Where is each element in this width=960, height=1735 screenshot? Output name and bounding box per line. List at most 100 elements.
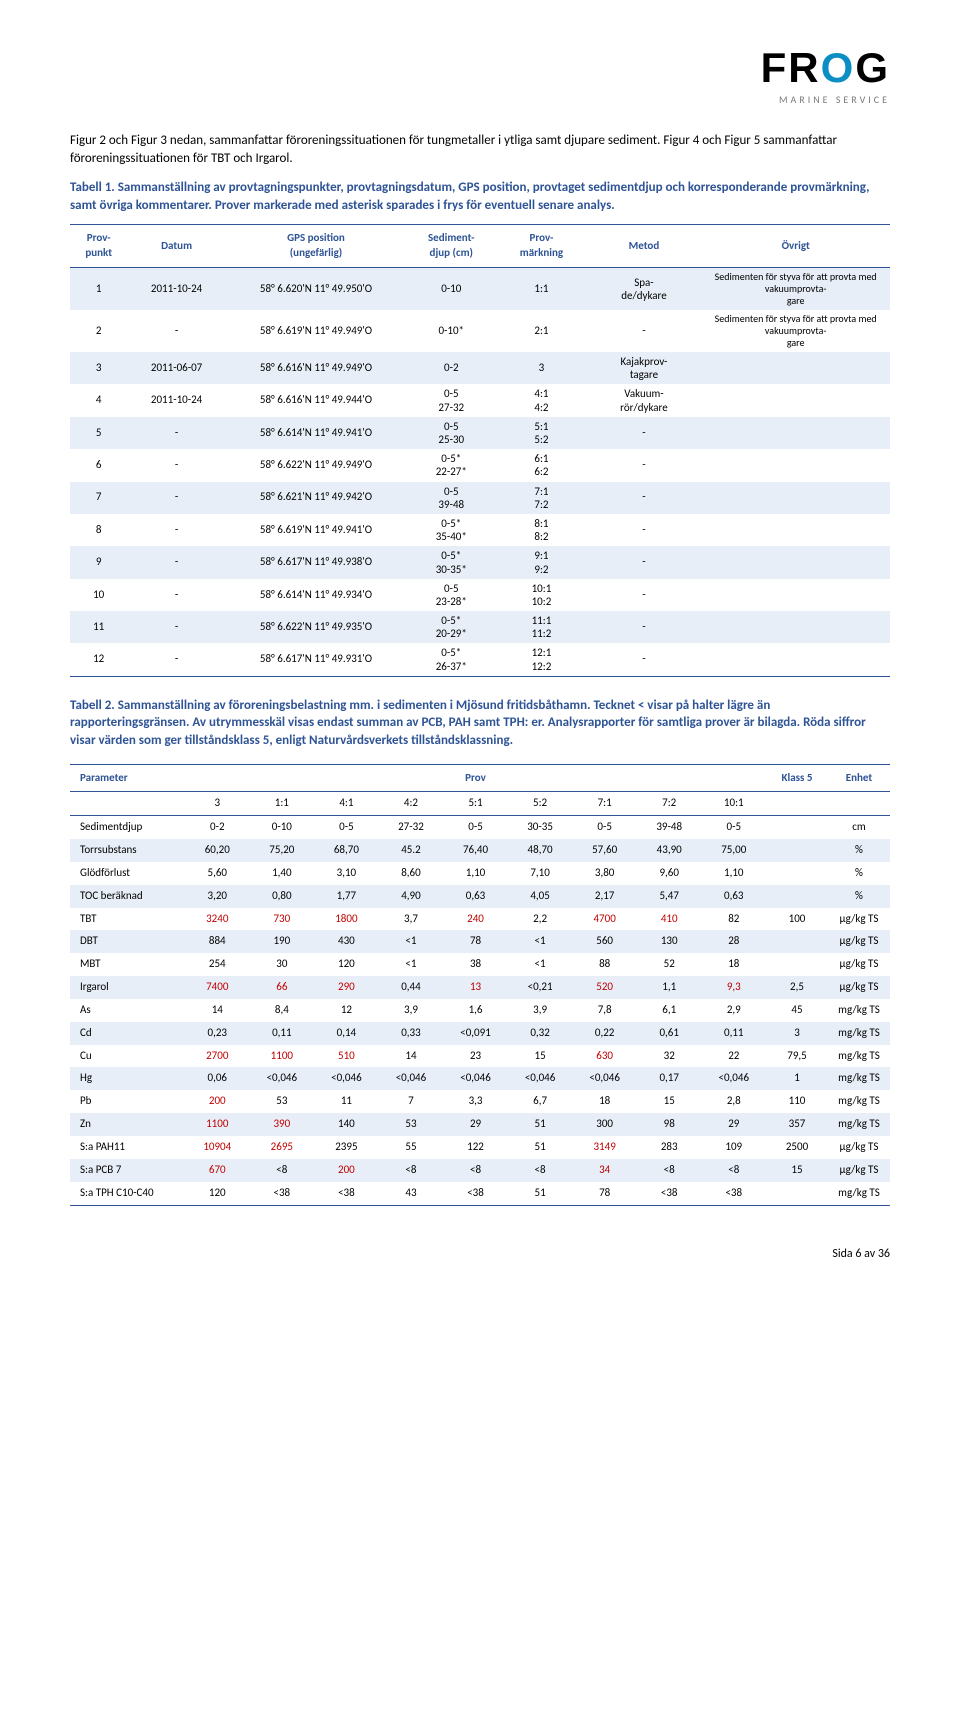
table2-cell: 3,80 [572,862,637,885]
table2-row: Irgarol7400662900,4413<0,215201,19,32,5µ… [70,976,890,999]
table2-cell: 28 [701,930,766,953]
table1-row: 12-58° 6.617'N 11° 49.931'O0-5*26-37*12:… [70,643,890,676]
table2-caption: Tabell 2. Sammanställning av förorenings… [70,697,890,750]
table2-cell: 78 [572,1182,637,1205]
table1-cell: 2:1 [496,310,586,352]
table2-row-label: S:a TPH C10-C40 [70,1182,185,1205]
table2-cell: <8 [250,1159,315,1182]
table1-cell: 0-5*22-27* [406,449,496,481]
table1-cell: 9:19:2 [496,546,586,578]
table2-klass5-cell: 79,5 [766,1045,828,1068]
table1-col-2: GPS position(ungefärlig) [226,225,406,268]
table2-enhet-cell: cm [828,816,890,839]
table2-cell: 55 [379,1136,444,1159]
table2-klass5-cell [766,953,828,976]
table1-cell: - [587,449,702,481]
table2-cell: 75,20 [250,839,315,862]
table2-cell: <0,046 [572,1067,637,1090]
table2-subheader-row: 31:14:14:25:15:27:17:210:1 [70,792,890,816]
table1-cell [701,482,890,514]
table2-row: Cu27001100510142315630322279,5mg/kg TS [70,1045,890,1068]
table2-row: As148,4123,91,63,97,86,12,945mg/kg TS [70,999,890,1022]
table2-cell: 0,06 [185,1067,250,1090]
table2-cell: 130 [637,930,702,953]
table1-cell: 3 [496,352,586,384]
table2-cell: <8 [379,1159,444,1182]
table1-cell: Spa-de/dykare [587,268,702,311]
table2-cell: 630 [572,1045,637,1068]
table2-cell: 78 [443,930,508,953]
table2-row: DBT884190430<178<156013028µg/kg TS [70,930,890,953]
table2-cell: 1,40 [250,862,315,885]
table2-enhet-cell: µg/kg TS [828,953,890,976]
table2-cell: <0,046 [443,1067,508,1090]
table2-cell: 38 [443,953,508,976]
table2-cell: 4,05 [508,885,573,908]
table2-cell: 39-48 [637,816,702,839]
table1-row: 8-58° 6.619'N 11° 49.941'O0-5*35-40*8:18… [70,514,890,546]
table2-cell: 0,11 [701,1022,766,1045]
table1-cell: 6 [70,449,127,481]
table2-cell: 14 [379,1045,444,1068]
table1-cell: 8 [70,514,127,546]
table1-cell [701,643,890,676]
table2-row-label: S:a PCB 7 [70,1159,185,1182]
table2-cell: 0-5 [572,816,637,839]
table2-cell: 410 [637,908,702,931]
table2-row-label: Pb [70,1090,185,1113]
table1-cell: 3 [70,352,127,384]
table1-cell: 58° 6.619'N 11° 49.941'O [226,514,406,546]
table1-cell: - [587,482,702,514]
table2-cell: 34 [572,1159,637,1182]
table1-cell: 12:112:2 [496,643,586,676]
table2-cell: 2,2 [508,908,573,931]
table2-cell: 22 [701,1045,766,1068]
table2-cell: 200 [314,1159,379,1182]
table1-cell: 58° 6.617'N 11° 49.931'O [226,643,406,676]
table2-cell: 30-35 [508,816,573,839]
table2-cell: 53 [250,1090,315,1113]
table2-header-prov: Prov [185,764,766,792]
table2-cell: 1,10 [443,862,508,885]
table2-cell: 9,60 [637,862,702,885]
table2-cell: 43,90 [637,839,702,862]
table2-cell: <0,046 [250,1067,315,1090]
table2-cell: 0,61 [637,1022,702,1045]
table2-cell: 0-5 [701,816,766,839]
table1-cell: 1 [70,268,127,311]
table1-row: 2-58° 6.619'N 11° 49.949'O0-10*2:1-Sedim… [70,310,890,352]
table2-cell: 15 [637,1090,702,1113]
table1-cell: - [587,514,702,546]
table1-cell: 0-523-28* [406,579,496,611]
table2-row-label: Cd [70,1022,185,1045]
table2-cell: 5,60 [185,862,250,885]
table2-cell: 109 [701,1136,766,1159]
table2-cell: <0,046 [379,1067,444,1090]
table1-row: 6-58° 6.622'N 11° 49.949'O0-5*22-27*6:16… [70,449,890,481]
table2-klass5-cell [766,862,828,885]
table2-klass5-cell [766,839,828,862]
table2-header-row: ParameterProvKlass 5Enhet [70,764,890,792]
table2-cell: 510 [314,1045,379,1068]
table2-cell: 29 [701,1113,766,1136]
table1-cell: 58° 6.614'N 11° 49.941'O [226,417,406,449]
table2-cell: 7,10 [508,862,573,885]
table2-cell: 76,40 [443,839,508,862]
table1-cell: - [587,611,702,643]
table1-row: 10-58° 6.614'N 11° 49.934'O0-523-28*10:1… [70,579,890,611]
table2-cell: 300 [572,1113,637,1136]
table1-cell: - [127,449,225,481]
table2-cell: 60,20 [185,839,250,862]
table1-cell: Vakuum-rör/dykare [587,384,702,416]
table2-header-klass5: Klass 5 [766,764,828,792]
table2-cell: 0,63 [701,885,766,908]
table2-cell: <38 [314,1182,379,1205]
table1-cell: Sedimenten för styva för att provta med … [701,310,890,352]
table1-cell: 1:1 [496,268,586,311]
table1-cell [701,579,890,611]
table2-cell: 283 [637,1136,702,1159]
table1-cell: - [587,643,702,676]
table1-cell [701,384,890,416]
table2-row: TOC beräknad3,200,801,774,900,634,052,17… [70,885,890,908]
table2-cell: 0,14 [314,1022,379,1045]
